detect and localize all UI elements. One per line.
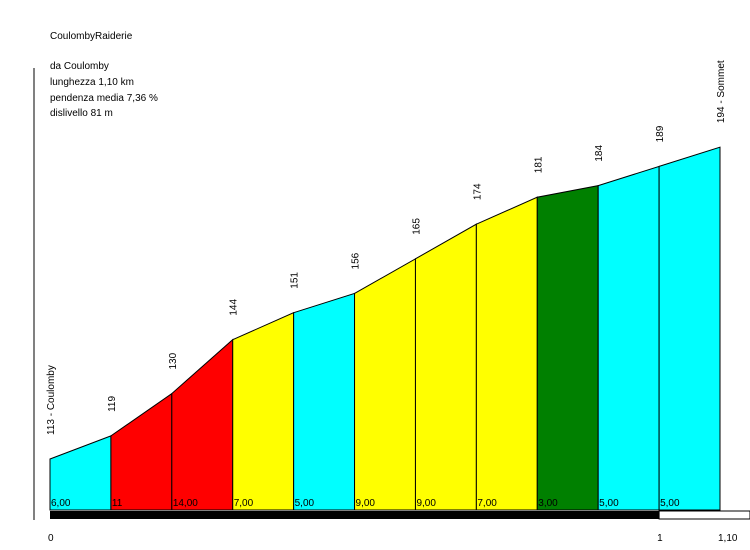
gradient-label: 9,00 xyxy=(416,498,436,509)
profile-segment xyxy=(110,392,173,511)
profile-segment xyxy=(354,257,416,511)
gradient-label: 3,00 xyxy=(538,498,558,509)
profile-segments xyxy=(49,146,721,511)
elevation-label: 165 xyxy=(411,218,422,235)
elevation-gain-label: dislivello 81 m xyxy=(50,108,113,119)
elevation-labels: 113 - Coulomby 119 130 144 151 156 165 174 181 18… xyxy=(46,60,727,435)
distance-bar xyxy=(50,510,750,520)
distance-tick-label: 1 xyxy=(657,533,663,544)
length-label: lunghezza 1,10 km xyxy=(50,77,134,88)
profile-segment xyxy=(232,311,295,511)
distance-tick-label: 1,10 xyxy=(718,533,738,544)
gradient-label: 5,00 xyxy=(599,498,619,509)
elevation-label: 144 xyxy=(229,299,240,316)
gradient-label: 5,00 xyxy=(295,498,315,509)
elevation-label: 151 xyxy=(290,272,301,289)
distance-tick-labels: 0 1 1,10 xyxy=(48,533,738,544)
elevation-label: 119 xyxy=(107,396,118,412)
gradient-label: 14,00 xyxy=(173,498,198,509)
gradient-labels: 6,00 11 14,00 7,00 5,00 9,00 9,00 7,00 3,00 5,00 5… xyxy=(51,498,680,509)
profile-segment xyxy=(597,165,660,511)
gradient-label: 11 xyxy=(112,498,123,509)
chart-title: CoulombyRaiderie xyxy=(50,31,133,42)
gradient-label: 9,00 xyxy=(356,498,376,509)
start-label: da Coulomby xyxy=(50,61,109,72)
profile-segment xyxy=(475,196,538,511)
average-gradient-label: pendenza media 7,36 % xyxy=(50,93,158,104)
elevation-label: 174 xyxy=(472,183,483,200)
profile-segment xyxy=(293,292,356,511)
elevation-label: 181 xyxy=(533,156,544,173)
profile-segment xyxy=(414,223,477,511)
gradient-label: 5,00 xyxy=(660,498,680,509)
elevation-label: 194 - Sommet xyxy=(716,60,727,123)
elevation-label: 156 xyxy=(351,252,362,269)
distance-bar-filled xyxy=(50,511,660,519)
distance-bar-remaining xyxy=(658,510,750,520)
elevation-label: 130 xyxy=(168,352,179,369)
gradient-label: 7,00 xyxy=(477,498,497,509)
gradient-label: 6,00 xyxy=(51,498,71,509)
profile-segment xyxy=(536,185,599,511)
profile-segment xyxy=(171,338,234,511)
elevation-label: 184 xyxy=(594,145,605,162)
elevation-label: 113 - Coulomby xyxy=(46,365,57,435)
profile-segment xyxy=(658,146,721,511)
elevation-label: 189 xyxy=(655,125,666,142)
distance-tick-label: 0 xyxy=(48,533,54,544)
gradient-label: 7,00 xyxy=(234,498,254,509)
